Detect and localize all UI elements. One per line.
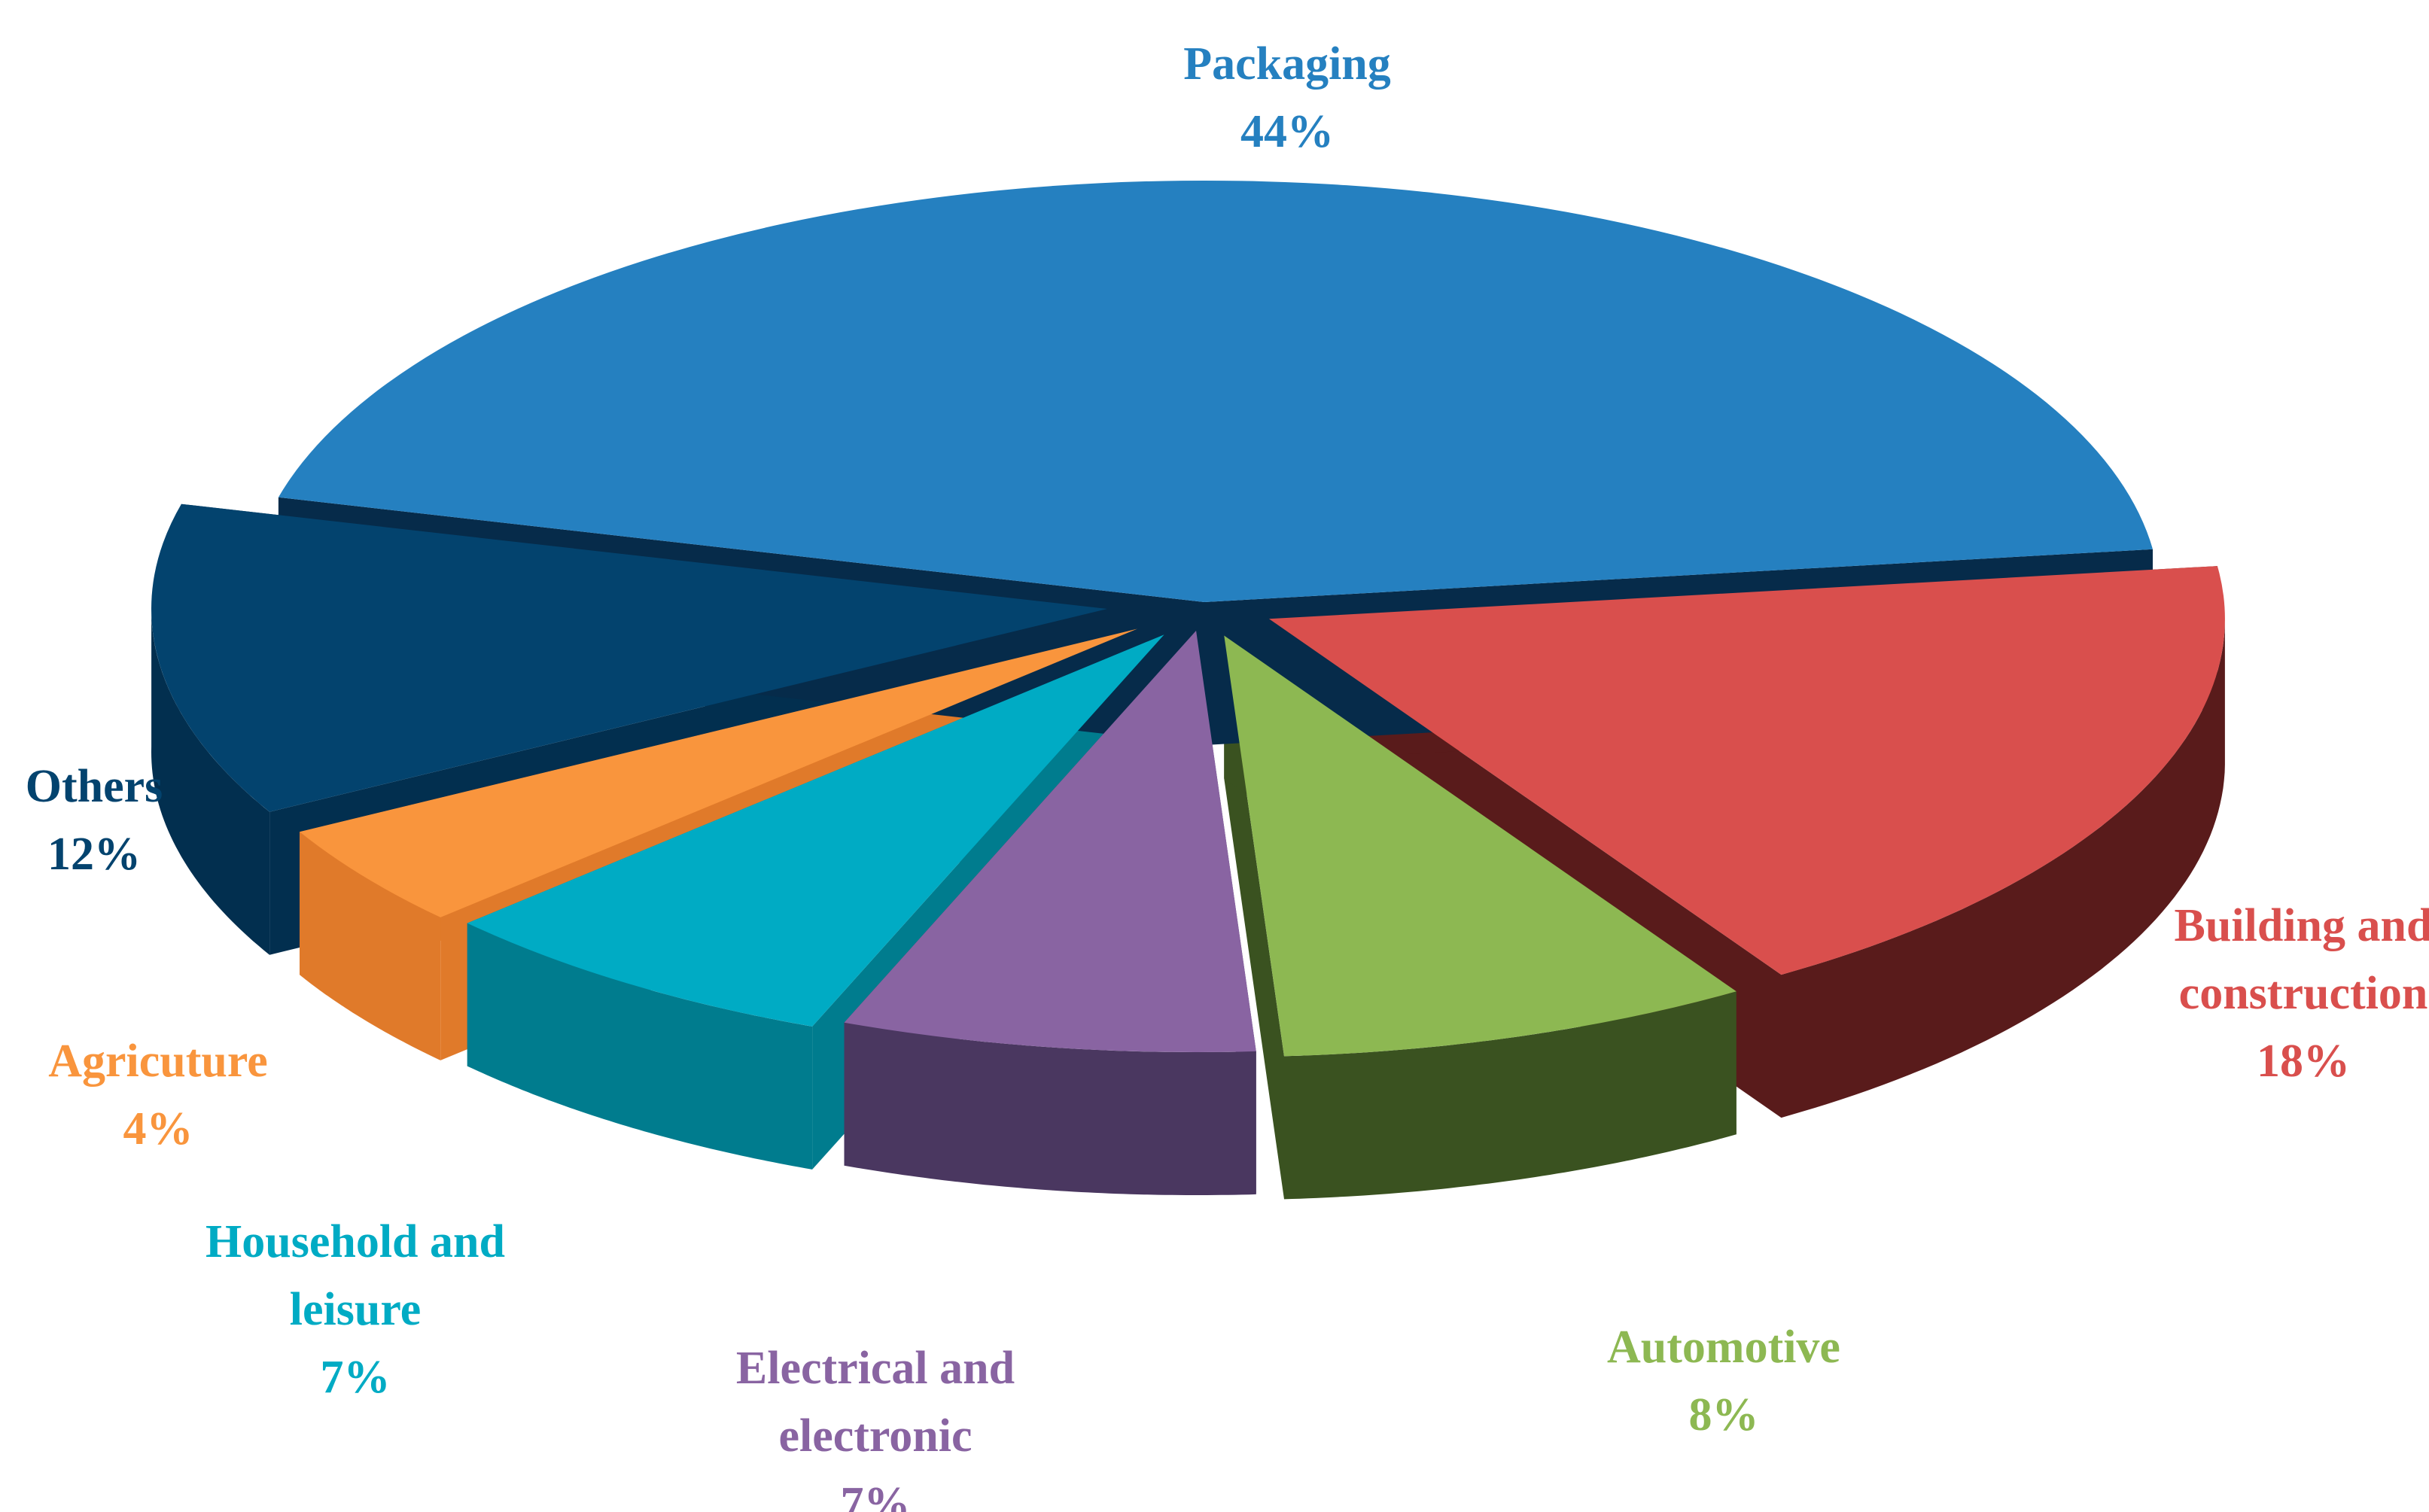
slice-side-building-and-construction [1781, 613, 2225, 1118]
category-label-others: Others [26, 761, 163, 812]
category-label-building-and-construction: construction [2179, 968, 2428, 1019]
value-label-packaging: 44% [1240, 106, 1334, 157]
label-electrical-and-electronic: Electrical and electronic 7% [736, 1343, 1015, 1512]
slice-labels: Packaging 44% Building and construction 18% A… [26, 38, 2429, 1512]
value-label-electrical-and-electronic: 7% [841, 1478, 911, 1512]
value-label-agriculture: 4% [123, 1103, 193, 1155]
category-label-agriculture: Agricuture [48, 1036, 268, 1087]
slice-building-and-construction [1268, 566, 2225, 975]
category-label-building-and-construction: Building and [2175, 900, 2429, 951]
category-label-packaging: Packaging [1183, 38, 1391, 90]
slice-packaging [278, 180, 2154, 602]
value-label-household-and-leisure: 7% [321, 1352, 391, 1403]
value-label-automotive: 8% [1689, 1389, 1759, 1441]
label-building-and-construction: Building and construction 18% [2175, 900, 2429, 1087]
value-label-building-and-construction: 18% [2257, 1036, 2350, 1087]
category-label-electrical-and-electronic: electronic [778, 1410, 972, 1462]
label-others: Others 12% [26, 761, 163, 880]
slice-side-electrical-and-electronic [844, 1022, 1256, 1195]
label-automotive: Automotive 8% [1607, 1322, 1840, 1441]
slice-side-agriculture [300, 832, 441, 1060]
label-packaging: Packaging 44% [1183, 38, 1391, 157]
category-label-automotive: Automotive [1607, 1322, 1840, 1373]
slice-side-others [151, 603, 270, 955]
label-agriculture: Agricuture 4% [48, 1036, 268, 1155]
slice-side-automotive [1284, 991, 1737, 1200]
slice-household-and-leisure [467, 634, 1164, 1027]
slice-others [151, 503, 1108, 812]
category-label-household-and-leisure: leisure [290, 1284, 422, 1335]
slice-automotive [1224, 635, 1737, 1057]
slice-agriculture [300, 628, 1138, 917]
slice-electrical-and-electronic [844, 631, 1256, 1053]
category-label-household-and-leisure: Household and [205, 1216, 505, 1267]
category-label-electrical-and-electronic: Electrical and [736, 1343, 1015, 1394]
value-label-others: 12% [47, 829, 141, 880]
label-household-and-leisure: Household and leisure 7% [205, 1216, 505, 1403]
slice-side-household-and-leisure [467, 923, 813, 1170]
slice-tops [151, 180, 2225, 1057]
